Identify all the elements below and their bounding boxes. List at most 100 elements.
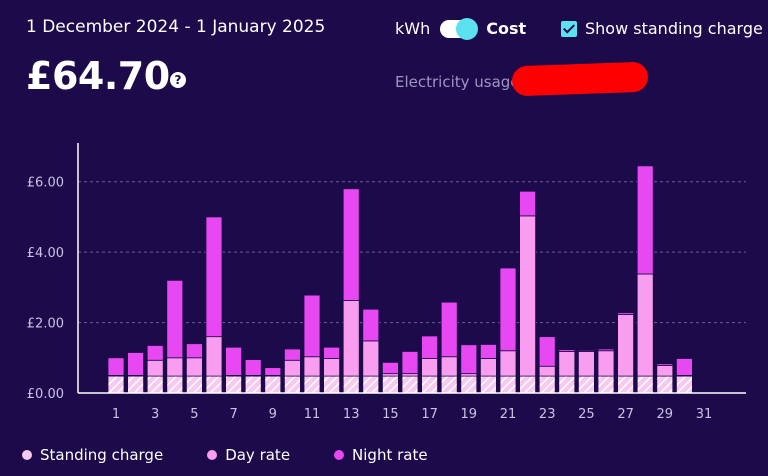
bar-day-rate xyxy=(303,356,321,377)
bar-night-rate xyxy=(127,352,144,376)
bar-night-rate xyxy=(421,335,439,359)
bar-night-rate xyxy=(479,344,497,359)
bar-standing-charge xyxy=(656,375,674,394)
kwh-label[interactable]: kWh xyxy=(395,19,431,38)
bar-day-rate xyxy=(538,365,556,377)
legend-item-night-rate[interactable]: Night rate xyxy=(334,446,428,464)
bar-night-rate xyxy=(676,358,693,376)
bar-day-rate xyxy=(617,314,634,377)
y-tick-label: £6.00 xyxy=(27,176,64,191)
chart-legend: Standing charge Day rate Night rate xyxy=(22,446,428,464)
bar-night-rate xyxy=(519,190,536,217)
bar-standing-charge xyxy=(127,375,144,394)
bar-day-rate xyxy=(342,299,360,377)
unit-toggle-switch[interactable] xyxy=(440,17,479,40)
legend-item-day-rate[interactable]: Day rate xyxy=(207,446,290,464)
bar-night-rate xyxy=(617,312,634,315)
legend-label: Night rate xyxy=(352,446,428,464)
bar-standing-charge xyxy=(244,375,262,394)
bar-night-rate xyxy=(362,308,380,342)
bar-standing-charge xyxy=(107,375,125,394)
bar-standing-charge xyxy=(401,375,419,394)
question-circle-icon[interactable]: ? xyxy=(170,72,186,88)
toggle-knob xyxy=(456,17,479,40)
bar-day-rate xyxy=(656,365,674,377)
bar-day-rate xyxy=(185,357,203,377)
bar-night-rate xyxy=(303,294,321,358)
bar-night-rate xyxy=(264,367,282,376)
legend-dot-night xyxy=(334,450,345,460)
bar-night-rate xyxy=(578,349,595,352)
total-cost: £64.70 xyxy=(26,54,170,98)
bar-standing-charge xyxy=(519,375,536,394)
bar-day-rate xyxy=(440,356,458,377)
bar-standing-charge xyxy=(558,375,576,394)
bar-day-rate xyxy=(421,358,439,377)
bar-night-rate xyxy=(460,344,478,375)
bar-standing-charge xyxy=(460,375,478,394)
x-tick-label: 23 xyxy=(539,407,556,422)
bar-night-rate xyxy=(381,361,399,375)
bar-standing-charge xyxy=(499,375,517,394)
bar-night-rate xyxy=(225,346,243,376)
bar-standing-charge xyxy=(421,375,439,394)
bar-standing-charge xyxy=(225,375,243,394)
bar-night-rate xyxy=(538,336,556,367)
legend-label: Day rate xyxy=(225,446,291,464)
bar-standing-charge xyxy=(205,375,223,394)
bar-night-rate xyxy=(166,279,184,359)
bar-day-rate xyxy=(636,273,654,377)
legend-label: Standing charge xyxy=(40,446,164,464)
x-tick-label: 3 xyxy=(151,407,159,422)
bar-night-rate xyxy=(323,346,341,359)
x-tick-label: 1 xyxy=(112,407,120,422)
standing-charge-toggle[interactable]: Show standing charge xyxy=(561,19,763,38)
bar-standing-charge xyxy=(676,375,693,394)
bar-standing-charge xyxy=(440,375,458,394)
x-tick-label: 15 xyxy=(382,407,399,422)
unit-toggle-group: kWh Cost xyxy=(395,17,527,40)
electricity-usage-label: Electricity usage xyxy=(395,73,520,91)
bar-night-rate xyxy=(597,348,615,352)
y-tick-label: £0.00 xyxy=(27,387,64,402)
bar-day-rate xyxy=(205,336,223,377)
standing-charge-checkbox[interactable] xyxy=(561,20,577,37)
bar-standing-charge xyxy=(597,375,615,394)
bar-day-rate xyxy=(558,351,576,377)
bar-night-rate xyxy=(185,343,203,359)
bar-night-rate xyxy=(283,348,301,361)
bar-night-rate xyxy=(440,301,458,358)
bar-standing-charge xyxy=(479,375,497,394)
x-tick-label: 29 xyxy=(657,407,674,422)
bar-standing-charge xyxy=(264,375,282,394)
bar-day-rate xyxy=(323,358,341,377)
x-tick-label: 9 xyxy=(269,407,277,422)
y-tick-label: £4.00 xyxy=(27,246,64,261)
bar-night-rate xyxy=(146,345,164,361)
bar-standing-charge xyxy=(342,375,360,394)
bar-standing-charge xyxy=(617,375,634,394)
x-tick-label: 21 xyxy=(500,407,517,422)
bar-night-rate xyxy=(401,351,419,375)
legend-item-standing-charge[interactable]: Standing charge xyxy=(22,446,163,464)
cost-label[interactable]: Cost xyxy=(486,19,527,38)
bar-day-rate xyxy=(166,357,184,377)
bar-night-rate xyxy=(342,188,360,301)
x-tick-label: 7 xyxy=(229,407,237,422)
bar-standing-charge xyxy=(323,375,341,394)
bar-night-rate xyxy=(244,359,262,376)
x-tick-label: 13 xyxy=(343,407,360,422)
x-tick-label: 5 xyxy=(190,407,198,422)
y-tick-label: £2.00 xyxy=(27,317,64,332)
x-tick-label: 19 xyxy=(461,407,478,422)
bar-day-rate xyxy=(362,340,380,377)
bar-day-rate xyxy=(499,350,517,377)
bar-day-rate xyxy=(578,351,595,377)
bar-night-rate xyxy=(656,363,674,366)
bar-standing-charge xyxy=(538,375,556,394)
bar-day-rate xyxy=(519,215,536,377)
bar-standing-charge xyxy=(362,375,380,394)
x-tick-label: 17 xyxy=(421,407,438,422)
legend-dot-standing xyxy=(22,450,32,460)
date-range: 1 December 2024 - 1 January 2025 xyxy=(26,17,326,37)
